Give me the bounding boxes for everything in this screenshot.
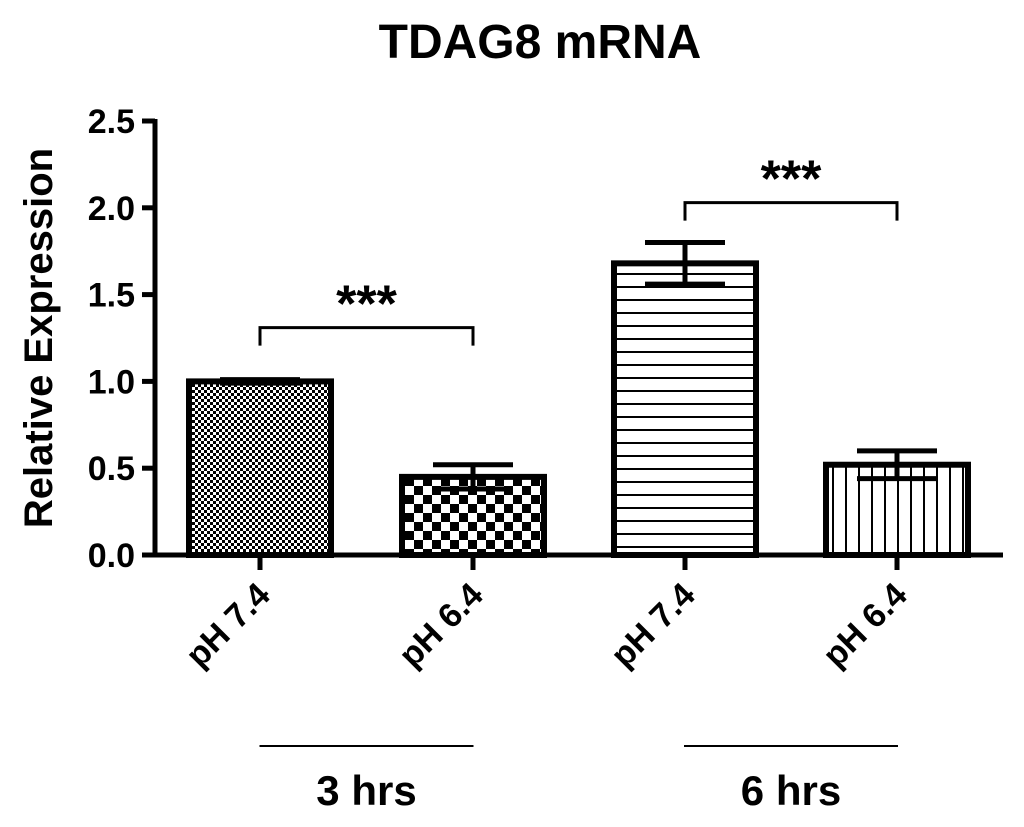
x-axis: pH 7.4 pH 6.4 pH 7.4 pH 6.4 (153, 552, 1003, 675)
significance-label: *** (336, 276, 397, 334)
significance-bracket (258, 326, 475, 346)
bars (186, 260, 971, 559)
y-tick-label: 2.5 (88, 103, 135, 141)
group-labels: 3 hrs 6 hrs (259, 745, 898, 814)
x-tick-label: pH 6.4 (392, 576, 491, 675)
y-tick-label: 2.0 (88, 190, 135, 228)
y-tick-label: 1.5 (88, 277, 135, 315)
group-label: 6 hrs (741, 767, 841, 814)
bar (186, 378, 334, 558)
y-tick-label: 1.0 (88, 363, 135, 401)
significance-bracket (683, 201, 899, 221)
y-axis: 0.0 0.5 1.0 1.5 2.0 2.5 (88, 103, 158, 575)
error-bars (220, 240, 937, 492)
x-tick-label: pH 7.4 (604, 576, 703, 675)
x-tick-label: pH 6.4 (816, 576, 915, 675)
y-axis-label: Relative Expression (17, 148, 61, 528)
group-label: 3 hrs (316, 767, 416, 814)
x-tick-label: pH 7.4 (179, 576, 278, 675)
significance-label: *** (761, 151, 822, 209)
chart-title: TDAG8 mRNA (379, 16, 702, 69)
y-tick-label: 0.5 (88, 450, 135, 488)
y-tick-label: 0.0 (88, 537, 135, 575)
significance-brackets: *** *** (258, 151, 899, 346)
bar (611, 260, 759, 558)
